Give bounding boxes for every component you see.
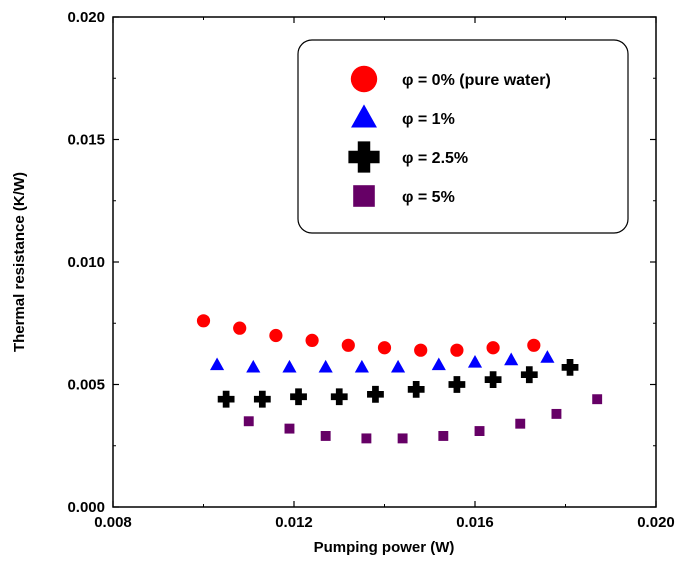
data-point xyxy=(253,390,271,408)
data-point xyxy=(377,341,392,355)
legend-entry: φ = 5% xyxy=(402,189,455,206)
data-point xyxy=(504,352,519,366)
data-point xyxy=(330,388,348,406)
data-point xyxy=(246,359,261,373)
y-axis-label: Thermal resistance (K/W) xyxy=(11,172,28,352)
x-tick-label: 0.012 xyxy=(275,514,313,531)
data-point xyxy=(320,431,331,441)
data-point xyxy=(318,359,333,373)
data-point xyxy=(305,333,319,347)
data-point xyxy=(233,321,247,335)
data-point xyxy=(361,433,372,444)
data-point xyxy=(391,359,406,373)
data-point xyxy=(540,350,555,363)
x-tick-label: 0.008 xyxy=(94,514,132,531)
data-point xyxy=(561,358,579,376)
data-points xyxy=(196,314,603,444)
data-point xyxy=(527,338,541,352)
data-point xyxy=(486,341,500,355)
y-tick-label: 0.015 xyxy=(67,132,105,149)
series-triangle xyxy=(210,350,555,373)
data-point xyxy=(196,314,211,328)
data-point xyxy=(341,338,355,352)
data-point xyxy=(450,343,464,357)
legend-marker xyxy=(353,185,375,207)
legend-marker xyxy=(350,65,378,93)
legend-entry: φ = 1% xyxy=(402,111,455,128)
y-tick-label: 0.005 xyxy=(67,377,105,394)
data-point xyxy=(282,359,297,373)
data-point xyxy=(515,418,526,429)
data-point xyxy=(217,390,235,408)
data-point xyxy=(290,388,307,406)
y-tick-label: 0.010 xyxy=(67,254,105,271)
data-point xyxy=(367,385,384,403)
data-point xyxy=(414,343,428,357)
data-point xyxy=(551,408,562,419)
data-point xyxy=(354,359,369,373)
data-point xyxy=(407,381,425,398)
data-point xyxy=(243,416,254,427)
legend-entry: φ = 0% (pure water) xyxy=(402,72,551,89)
series-circle xyxy=(196,314,541,357)
axis-ticks: 0.008 0.012 0.016 0.020 0.000 0.005 0.010 0.015… xyxy=(67,9,674,531)
data-point xyxy=(474,426,485,436)
legend-entry: φ = 2.5% xyxy=(402,150,468,167)
series-plus xyxy=(217,358,579,408)
x-tick-label: 0.020 xyxy=(637,514,675,531)
legend-box xyxy=(297,39,629,234)
data-point xyxy=(284,423,295,434)
data-point xyxy=(520,366,538,384)
legend-marker xyxy=(348,141,380,173)
data-point xyxy=(448,376,466,393)
data-point xyxy=(397,433,408,444)
data-point xyxy=(438,431,449,441)
y-tick-label: 0.000 xyxy=(67,499,105,516)
y-tick-label: 0.020 xyxy=(67,9,105,26)
legend-marker xyxy=(351,104,377,128)
series-square xyxy=(243,394,603,444)
data-point xyxy=(210,357,225,371)
data-point xyxy=(467,355,483,368)
x-axis-label: Pumping power (W) xyxy=(314,539,455,556)
legend: φ = 0% (pure water) φ = 1% φ = 2.5% φ = 5% xyxy=(297,39,629,234)
x-tick-label: 0.016 xyxy=(456,514,494,531)
data-point xyxy=(484,371,502,388)
data-point xyxy=(431,357,446,371)
data-point xyxy=(592,394,603,405)
data-point xyxy=(269,328,283,343)
